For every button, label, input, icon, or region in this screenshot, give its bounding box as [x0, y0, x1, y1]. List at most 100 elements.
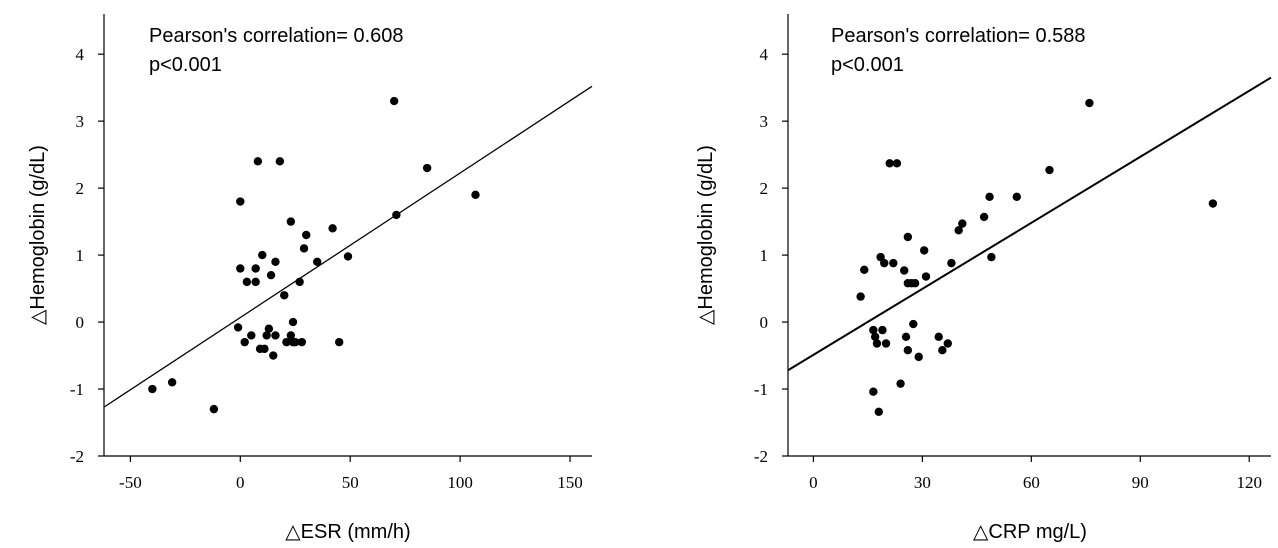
- y-tick-label: -2: [754, 447, 768, 466]
- x-tick-label: 100: [447, 473, 473, 492]
- data-point: [148, 384, 157, 394]
- data-point: [266, 270, 276, 280]
- data-point: [1208, 199, 1218, 208]
- data-point: [954, 226, 963, 235]
- data-point: [286, 331, 296, 340]
- y-tick-label: 4: [76, 45, 85, 64]
- data-point: [471, 190, 480, 200]
- data-point: [392, 210, 401, 220]
- data-point: [958, 219, 967, 228]
- data-point: [295, 277, 304, 287]
- data-point: [876, 252, 885, 262]
- x-tick-label: 0: [809, 473, 818, 492]
- y-tick-label: 0: [76, 313, 85, 332]
- x-tick-label: 50: [342, 473, 359, 492]
- p-value-annotation: p<0.001: [831, 54, 904, 76]
- data-point: [896, 379, 905, 388]
- data-point: [269, 351, 278, 360]
- data-point: [869, 325, 878, 335]
- data-point: [335, 337, 344, 347]
- data-point: [885, 159, 894, 168]
- data-point: [288, 317, 298, 327]
- y-tick-label: 1: [76, 246, 85, 265]
- data-point: [979, 212, 989, 222]
- data-point: [264, 324, 274, 333]
- y-tick-label: 4: [760, 45, 769, 64]
- regression-line: [787, 76, 1272, 372]
- data-point: [313, 257, 322, 266]
- y-tick-label: 1: [760, 246, 769, 265]
- data-point: [870, 332, 880, 341]
- data-point: [242, 277, 252, 287]
- data-point: [262, 331, 271, 340]
- data-point: [251, 264, 260, 273]
- y-tick-label: -2: [70, 447, 84, 466]
- data-point: [247, 331, 256, 340]
- data-point: [856, 292, 865, 301]
- data-point: [872, 339, 882, 348]
- data-point: [903, 232, 913, 242]
- data-point: [389, 96, 399, 106]
- data-point: [253, 157, 263, 166]
- data-point: [282, 337, 291, 347]
- chart-panel-1: -2 -1 0 1 2 3 4 -50 0 50 100 150 Pearson's correlati…: [27, 14, 593, 543]
- p-value-annotation: p<0.001: [149, 54, 222, 76]
- x-tick-label: 60: [1023, 473, 1040, 492]
- data-point: [938, 345, 947, 355]
- chart-panel-2: -2 -1 0 1 2 3 4 0 30 60 90 120 Pearson's correlation…: [695, 14, 1272, 543]
- x-axis-title: △ESR (mm/h): [285, 521, 410, 543]
- data-point: [286, 217, 296, 226]
- x-tick-label: 120: [1236, 473, 1262, 492]
- data-point: [291, 337, 300, 347]
- y-tick-label: 3: [76, 112, 85, 131]
- data-point: [1085, 98, 1094, 108]
- data-point: [260, 344, 269, 354]
- data-point: [987, 252, 996, 262]
- data-point: [236, 197, 245, 206]
- data-point: [921, 272, 931, 281]
- x-tick-label: 0: [236, 473, 245, 492]
- data-point: [271, 257, 280, 266]
- data-point: [343, 252, 353, 261]
- data-point: [914, 352, 923, 362]
- data-point: [878, 325, 887, 335]
- data-point: [240, 337, 249, 347]
- data-point: [869, 387, 878, 396]
- y-tick-label: -1: [754, 380, 768, 399]
- data-point: [299, 244, 309, 253]
- data-point: [328, 224, 337, 233]
- y-axis-title: △Hemoglobin (g/dL): [27, 145, 49, 325]
- data-point: [167, 378, 177, 387]
- data-point: [860, 265, 869, 275]
- y-tick-label: 2: [760, 179, 769, 198]
- data-point: [947, 258, 956, 268]
- data-point: [889, 258, 898, 268]
- data-point: [900, 266, 909, 275]
- data-point: [892, 159, 902, 168]
- correlation-annotation: Pearson's correlation= 0.588: [831, 25, 1086, 47]
- data-point: [880, 258, 889, 268]
- y-tick-label: 0: [760, 313, 769, 332]
- data-point: [903, 345, 913, 355]
- data-point: [297, 337, 307, 347]
- data-point: [1045, 165, 1054, 175]
- y-axis-title: △Hemoglobin (g/dL): [695, 145, 717, 325]
- x-tick-label: -50: [119, 473, 142, 492]
- data-point: [233, 323, 243, 332]
- data-point: [280, 291, 289, 300]
- y-tick-label: 2: [76, 179, 85, 198]
- data-point: [251, 277, 260, 287]
- x-tick-label: 90: [1132, 473, 1149, 492]
- regression-line: [103, 85, 593, 408]
- x-tick-label: 30: [914, 473, 931, 492]
- y-tick-label: 3: [760, 112, 769, 131]
- data-point: [909, 319, 918, 329]
- data-point: [985, 192, 994, 202]
- data-point: [258, 250, 267, 260]
- data-point: [919, 246, 929, 255]
- data-point: [934, 332, 943, 341]
- y-tick-label: -1: [70, 380, 84, 399]
- data-point: [275, 157, 285, 166]
- data-point: [302, 230, 311, 240]
